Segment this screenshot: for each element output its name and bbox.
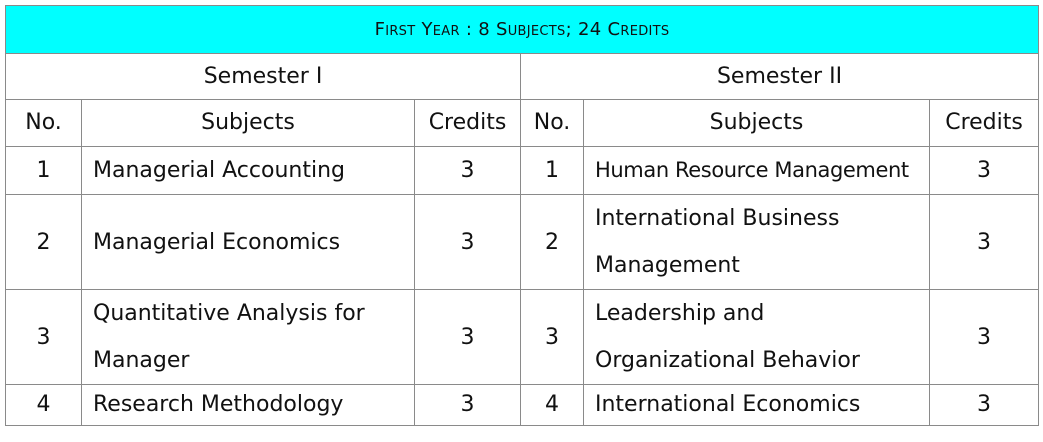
sem1-row-credits: 3 — [414, 194, 521, 290]
table-row: 3 Quantitative Analysis for Manager 3 3 … — [5, 289, 1040, 385]
subject-line: Quantitative Analysis for — [93, 301, 365, 326]
sem2-credits-header: Credits — [928, 99, 1040, 147]
sem1-row-subject: Managerial Accounting — [81, 146, 415, 195]
sem2-row-subject: Human Resource Management — [583, 146, 930, 195]
subject-line: Leadership and — [595, 301, 765, 326]
sem1-row-credits: 3 — [414, 146, 521, 195]
table-row: 2 Managerial Economics 3 2 International… — [5, 194, 1040, 290]
subject-line: Managerial Economics — [93, 229, 341, 255]
curriculum-table-wrapper: First Year : 8 Subjects; 24 Credits Seme… — [4, 5, 1040, 426]
sem1-row-credits: 3 — [414, 289, 521, 385]
sem2-row-no: 2 — [520, 194, 584, 290]
sem2-row-credits: 3 — [928, 146, 1040, 195]
sem2-row-subject: International Economics — [583, 384, 930, 426]
sem2-row-credits: 3 — [928, 289, 1040, 385]
sem2-row-subject: Leadership and Organizational Behavior — [583, 289, 930, 385]
sem2-subjects-header: Subjects — [583, 99, 930, 147]
sem1-subjects-header: Subjects — [81, 99, 415, 147]
sem2-row-credits: 3 — [928, 384, 1040, 426]
table-row: 1 Managerial Accounting 3 1 Human Resour… — [5, 146, 1040, 195]
semester-1-heading: Semester I — [5, 53, 521, 100]
sem2-row-no: 4 — [520, 384, 584, 426]
sem1-row-no: 3 — [5, 289, 82, 385]
subject-line: Manager — [93, 348, 190, 373]
sem1-row-subject: Quantitative Analysis for Manager — [81, 289, 415, 385]
sem2-row-subject: International Business Management — [583, 194, 930, 290]
semester-2-heading: Semester II — [519, 53, 1040, 100]
table-row: 4 Research Methodology 3 4 International… — [5, 384, 1040, 426]
subject-line: Human Resource Management — [595, 158, 909, 182]
sem1-row-subject: Research Methodology — [81, 384, 415, 426]
sem1-row-no: 4 — [5, 384, 82, 426]
subject-line: Organizational Behavior — [595, 348, 860, 373]
subject-line: Research Methodology — [93, 392, 344, 417]
sem1-row-no: 2 — [5, 194, 82, 290]
sem1-credits-header: Credits — [414, 99, 521, 147]
sem2-row-credits: 3 — [928, 194, 1040, 290]
curriculum-table: First Year : 8 Subjects; 24 Credits Seme… — [4, 5, 1040, 426]
subject-line: Management — [595, 253, 740, 278]
sem1-row-subject: Managerial Economics — [81, 194, 415, 290]
subject-line: Managerial Accounting — [93, 158, 345, 183]
sem2-row-no: 3 — [520, 289, 584, 385]
sem2-row-no: 1 — [520, 146, 584, 195]
sem1-row-no: 1 — [5, 146, 82, 195]
subject-line: International Business — [595, 206, 840, 231]
sem2-no-header: No. — [520, 99, 584, 147]
sem1-no-header: No. — [5, 99, 82, 147]
subject-line: International Economics — [595, 392, 861, 417]
year-title: First Year : 8 Subjects; 24 Credits — [4, 5, 1040, 54]
sem1-row-credits: 3 — [414, 384, 521, 426]
